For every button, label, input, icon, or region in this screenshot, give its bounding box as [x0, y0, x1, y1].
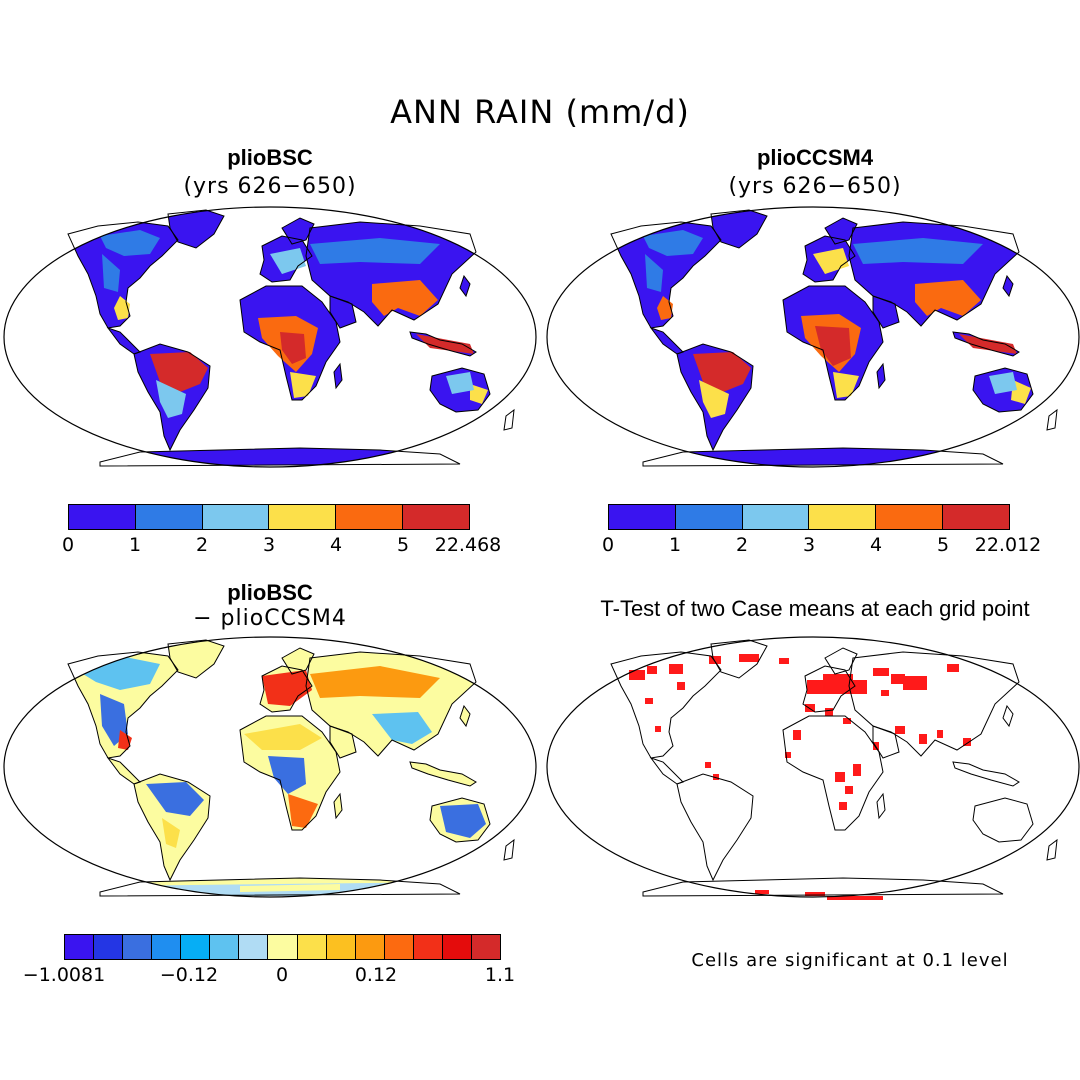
- colorbar-tick-label: 22.012: [974, 534, 1042, 556]
- colorbar-swatch: [268, 935, 298, 959]
- panel-subtitle-bottom-left: − plioCCSM4: [193, 606, 347, 631]
- colorbar-tick-label: −1.0081: [22, 964, 106, 986]
- colorbar-swatch: [943, 505, 1009, 529]
- colorbar-swatch: [69, 505, 136, 529]
- colorbar-swatch: [94, 935, 124, 959]
- colorbar-swatch: [269, 505, 337, 529]
- panel-subtitle-top-right: (yrs 626−650): [728, 174, 902, 199]
- colorbar-tick-label: −0.12: [159, 964, 219, 986]
- panel-title-bottom-right: T-Test of two Case means at each grid po…: [600, 596, 1030, 621]
- colorbar-tick-label: 5: [936, 534, 950, 556]
- colorbar-tick-label: 4: [869, 534, 883, 556]
- colorbar-swatch: [442, 935, 472, 959]
- panel-title-top-left: plioBSC: [227, 145, 313, 170]
- difference-map-bottom-left: [3, 636, 537, 898]
- panel-title-top-right: plioCCSM4: [756, 145, 874, 170]
- colorbar-swatch: [239, 935, 269, 959]
- colorbar-tick-label: 1.1: [484, 964, 516, 986]
- significance-map-bottom-right: [546, 636, 1080, 900]
- colorbar-swatch: [152, 935, 182, 959]
- colorbar-swatch: [809, 505, 877, 529]
- colorbar-swatch: [135, 505, 203, 529]
- colorbar-tick-label: 3: [262, 534, 276, 556]
- significance-note: Cells are significant at 0.1 level: [691, 950, 1009, 971]
- colorbar-tick-label: 2: [195, 534, 209, 556]
- colorbar-tick-label: 4: [329, 534, 343, 556]
- colorbar-swatch: [355, 935, 385, 959]
- colorbar-swatch: [210, 935, 240, 959]
- rainfall-map-top-left: [3, 206, 537, 468]
- colorbar-swatch: [326, 935, 356, 959]
- colorbar-swatch: [202, 505, 270, 529]
- colorbar-tick-label: 0: [275, 964, 289, 986]
- colorbar-top-left: [68, 504, 470, 530]
- colorbar-tick-label: 1: [668, 534, 682, 556]
- colorbar-swatch: [413, 935, 443, 959]
- colorbar-tick-label: 0.12: [354, 964, 398, 986]
- colorbar-swatch: [675, 505, 743, 529]
- colorbar-bottom-left: [64, 934, 501, 960]
- colorbar-swatch: [181, 935, 211, 959]
- colorbar-tick-label: 22.468: [434, 534, 502, 556]
- colorbar-tick-label: 2: [735, 534, 749, 556]
- colorbar-swatch: [297, 935, 327, 959]
- colorbar-swatch: [384, 935, 414, 959]
- colorbar-tick-label: 5: [396, 534, 410, 556]
- colorbar-tick-label: 3: [802, 534, 816, 556]
- rainfall-map-top-right: [546, 206, 1080, 468]
- colorbar-swatch: [65, 935, 95, 959]
- colorbar-tick-label: 1: [128, 534, 142, 556]
- colorbar-swatch: [742, 505, 810, 529]
- colorbar-swatch: [609, 505, 676, 529]
- panel-subtitle-top-left: (yrs 626−650): [183, 174, 357, 199]
- colorbar-swatch: [876, 505, 944, 529]
- panel-title-bottom-left: plioBSC: [227, 580, 313, 605]
- colorbar-swatch: [471, 935, 500, 959]
- colorbar-swatch: [123, 935, 153, 959]
- figure-title: ANN RAIN (mm/d): [390, 93, 690, 131]
- colorbar-tick-label: 0: [61, 534, 75, 556]
- colorbar-swatch: [403, 505, 469, 529]
- colorbar-swatch: [336, 505, 404, 529]
- colorbar-top-right: [608, 504, 1010, 530]
- colorbar-tick-label: 0: [601, 534, 615, 556]
